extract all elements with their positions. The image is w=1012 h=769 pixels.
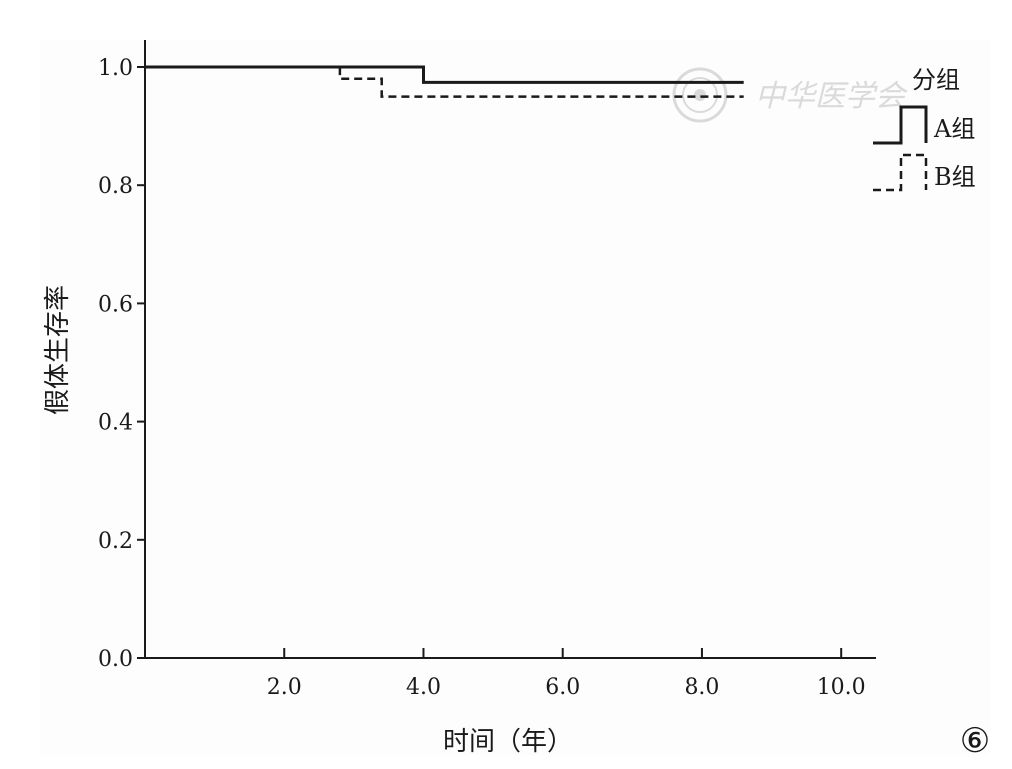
plot-background <box>40 40 990 755</box>
x-axis-title: 时间（年） <box>443 727 573 757</box>
y-tick-label: 0.8 <box>98 174 133 199</box>
x-tick-label: 8.0 <box>684 675 719 700</box>
y-tick-label: 1.0 <box>98 56 133 81</box>
legend-item-a: A组 <box>873 105 975 145</box>
legend-label-b: B组 <box>934 163 976 191</box>
x-tick-label: 10.0 <box>817 675 866 700</box>
watermark-text: 中华医学会 <box>755 79 908 114</box>
x-ticks: 2.0 4.0 6.0 8.0 10.0 <box>267 648 866 700</box>
y-tick-label: 0.6 <box>98 292 133 317</box>
legend: 分组 A组 B组 <box>873 66 976 192</box>
x-tick-label: 6.0 <box>545 675 580 700</box>
y-tick-label: 0.4 <box>98 411 133 436</box>
watermark-seal-icon <box>672 67 728 123</box>
y-axis-title: 假体生存率 <box>43 285 73 415</box>
figure-label: ⑥ <box>960 721 990 761</box>
x-tick-label: 2.0 <box>267 675 302 700</box>
axes <box>144 40 876 659</box>
x-tick-label: 4.0 <box>406 675 441 700</box>
legend-label-a: A组 <box>933 115 975 143</box>
legend-title: 分组 <box>912 66 960 94</box>
y-tick-label: 0.2 <box>98 529 133 554</box>
watermark: 中华医学会 <box>672 67 908 123</box>
series-layer <box>145 65 744 98</box>
y-tick-label: 0.0 <box>98 647 133 672</box>
y-ticks: 0.0 0.2 0.4 0.6 0.8 1.0 <box>98 56 145 672</box>
series-line-b <box>145 65 744 98</box>
series-line-a <box>145 65 744 84</box>
legend-item-b: B组 <box>873 153 976 192</box>
legend-swatch-b <box>873 153 928 192</box>
legend-swatch-a <box>873 105 928 145</box>
